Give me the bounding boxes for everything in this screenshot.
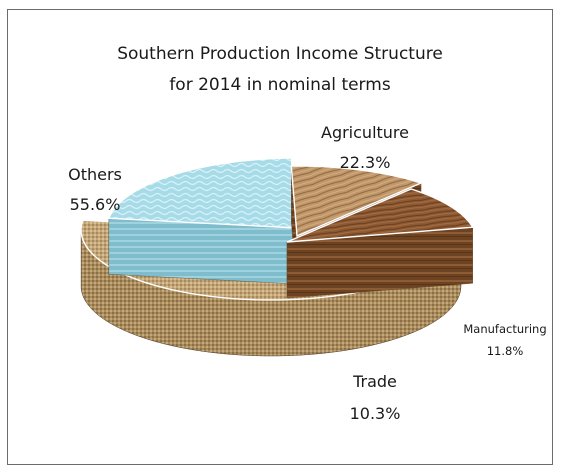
slice-value-manufacturing: 11.8% — [486, 344, 524, 358]
chart-title-line-1: Southern Production Income Structure — [117, 44, 443, 64]
slice-value-agriculture: 22.3% — [339, 153, 391, 172]
pie-slice-agriculture-wall-0 — [108, 218, 298, 285]
chart-title-line-2: for 2014 in nominal terms — [169, 75, 391, 95]
slice-name-others: Others — [68, 165, 122, 184]
slice-name-agriculture: Agriculture — [321, 123, 409, 142]
data-label-manufacturing: Manufacturing 11.8% — [455, 318, 555, 362]
pie-plot-area — [80, 157, 474, 357]
pie-slice-agriculture-top — [107, 157, 298, 229]
data-label-others: Others 55.6% — [50, 160, 140, 220]
slice-value-others: 55.6% — [69, 195, 121, 214]
pie-slice-trade-top — [286, 188, 474, 243]
data-label-agriculture: Agriculture 22.3% — [300, 118, 430, 178]
slice-name-manufacturing: Manufacturing — [463, 322, 547, 336]
pie-slice-trade — [286, 188, 474, 299]
slice-value-trade: 10.3% — [349, 404, 401, 423]
data-label-trade: Trade 10.3% — [320, 366, 430, 430]
pie-slice-manufacturing-top — [290, 165, 424, 238]
slice-name-trade: Trade — [353, 372, 397, 391]
